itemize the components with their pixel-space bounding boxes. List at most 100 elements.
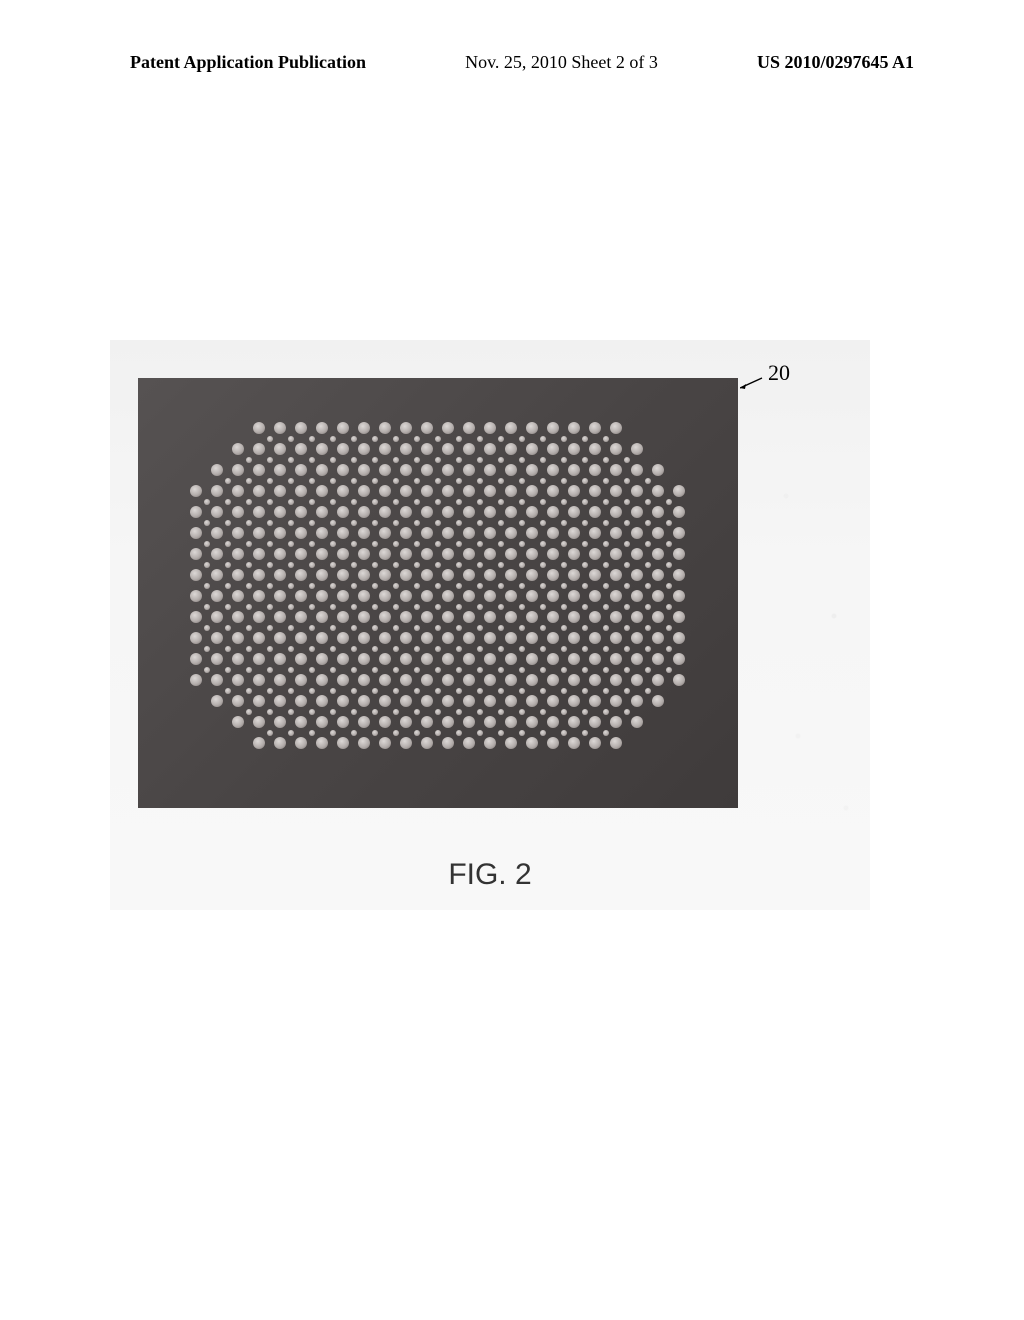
well <box>358 422 370 434</box>
well-small <box>519 667 525 673</box>
well <box>547 716 559 728</box>
well-small <box>330 625 336 631</box>
well-small <box>540 457 546 463</box>
well-small <box>309 478 315 484</box>
well <box>358 653 370 665</box>
well <box>295 590 307 602</box>
well <box>547 506 559 518</box>
well <box>589 548 601 560</box>
well-small <box>666 562 672 568</box>
well <box>274 443 286 455</box>
well-small <box>204 520 210 526</box>
well <box>274 590 286 602</box>
well <box>232 653 244 665</box>
well <box>211 506 223 518</box>
well-small <box>477 583 483 589</box>
well <box>253 716 265 728</box>
reference-numeral: 20 <box>768 360 790 386</box>
well-small <box>246 457 252 463</box>
well <box>190 548 202 560</box>
well-small <box>288 562 294 568</box>
well <box>358 611 370 623</box>
well-small <box>225 646 231 652</box>
well-small <box>246 499 252 505</box>
well-small <box>582 520 588 526</box>
well-small <box>435 667 441 673</box>
well <box>358 632 370 644</box>
well-small <box>645 520 651 526</box>
well <box>358 548 370 560</box>
well <box>232 590 244 602</box>
well <box>232 548 244 560</box>
well <box>295 569 307 581</box>
well-small <box>309 604 315 610</box>
well <box>421 485 433 497</box>
well-small <box>351 646 357 652</box>
well <box>442 716 454 728</box>
well-small <box>603 520 609 526</box>
well <box>589 506 601 518</box>
well-small <box>603 436 609 442</box>
well-small <box>561 625 567 631</box>
well-small <box>540 520 546 526</box>
well <box>379 674 391 686</box>
page-header: Patent Application Publication Nov. 25, … <box>0 52 1024 73</box>
well-small <box>561 730 567 736</box>
well <box>274 737 286 749</box>
well <box>547 611 559 623</box>
well-small <box>582 667 588 673</box>
well-small <box>477 646 483 652</box>
well-small <box>309 520 315 526</box>
well-small <box>393 709 399 715</box>
well-small <box>582 688 588 694</box>
well <box>589 527 601 539</box>
well <box>652 611 664 623</box>
well <box>589 590 601 602</box>
well-small <box>393 730 399 736</box>
well-small <box>246 625 252 631</box>
well <box>358 464 370 476</box>
well <box>568 527 580 539</box>
well <box>484 569 496 581</box>
well <box>421 632 433 644</box>
well <box>526 548 538 560</box>
well-small <box>267 667 273 673</box>
well-small <box>624 583 630 589</box>
well-small <box>288 499 294 505</box>
well <box>442 527 454 539</box>
well <box>442 590 454 602</box>
well-small <box>519 499 525 505</box>
well <box>316 611 328 623</box>
well <box>400 422 412 434</box>
well-small <box>330 604 336 610</box>
well-small <box>498 667 504 673</box>
well <box>190 485 202 497</box>
well <box>337 695 349 707</box>
well-small <box>393 541 399 547</box>
well-small <box>624 604 630 610</box>
well-small <box>456 478 462 484</box>
well-small <box>624 688 630 694</box>
well <box>484 716 496 728</box>
well-small <box>603 583 609 589</box>
well-small <box>225 478 231 484</box>
well <box>463 464 475 476</box>
well-small <box>603 562 609 568</box>
well <box>526 674 538 686</box>
well-small <box>288 646 294 652</box>
well-small <box>561 688 567 694</box>
well <box>211 485 223 497</box>
well-small <box>498 709 504 715</box>
well <box>463 632 475 644</box>
well <box>631 716 643 728</box>
well-small <box>645 541 651 547</box>
header-date-sheet: Nov. 25, 2010 Sheet 2 of 3 <box>465 52 658 73</box>
well <box>274 632 286 644</box>
well <box>526 506 538 518</box>
well <box>505 590 517 602</box>
well-small <box>246 541 252 547</box>
well <box>526 716 538 728</box>
well <box>442 443 454 455</box>
well-small <box>498 499 504 505</box>
well <box>568 716 580 728</box>
